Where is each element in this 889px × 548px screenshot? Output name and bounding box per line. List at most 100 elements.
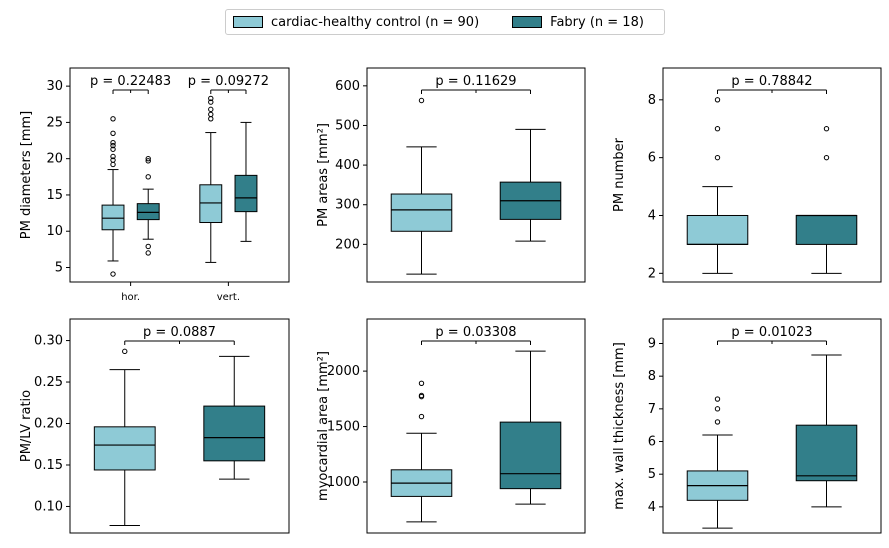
outlier-point	[110, 130, 116, 136]
box-control-1	[101, 116, 125, 277]
outlier-point	[714, 126, 721, 132]
outlier-point	[145, 250, 151, 256]
box-body	[390, 193, 453, 232]
legend-item-control: cardiac-healthy control (n = 90)	[226, 15, 479, 30]
y-tick-label: 200	[335, 237, 360, 252]
box-body	[499, 421, 562, 490]
y-tick-label: 8	[648, 93, 656, 108]
outlier-point	[823, 126, 830, 132]
y-tick-label: 0.20	[34, 417, 63, 432]
x-tick-label: vert.	[217, 292, 240, 303]
y-tick-label: 0.30	[34, 334, 63, 349]
p-value-label: p = 0.03308	[435, 325, 516, 340]
y-tick-label: 0.15	[34, 458, 63, 473]
y-tick-label: 500	[335, 118, 360, 133]
outlier-point	[110, 142, 116, 149]
axes-frame	[69, 318, 290, 534]
box-control-1	[686, 97, 749, 274]
y-tick-label: 10	[46, 224, 63, 239]
box-fabry-2	[234, 121, 258, 242]
legend-label-fabry: Fabry (n = 18)	[550, 14, 644, 30]
outlier-point	[714, 419, 721, 425]
axes-frame	[662, 318, 882, 534]
p-value-label: p = 0.0887	[143, 325, 216, 340]
outlier-point	[418, 413, 425, 420]
legend-swatch-control	[233, 16, 263, 28]
significance-bracket: p = 0.03308	[421, 325, 531, 345]
box-body	[101, 204, 125, 231]
box-fabry-1	[499, 350, 562, 505]
box-control-1	[686, 396, 749, 529]
y-tick-label: 6	[648, 151, 656, 166]
outlier-point	[714, 97, 721, 103]
significance-bracket: p = 0.78842	[717, 74, 827, 94]
y-tick-label: 7	[648, 402, 656, 417]
y-tick-label: 2	[648, 266, 656, 281]
y-tick-label: 1000	[327, 475, 360, 490]
significance-bracket: p = 0.01023	[717, 325, 827, 345]
box-control-1	[93, 348, 156, 527]
y-tick-label: 600	[335, 79, 360, 94]
outlier-point	[714, 154, 721, 161]
p-value-label: p = 0.09272	[188, 74, 269, 89]
box-control-1	[390, 380, 453, 523]
y-tick-label: 8	[648, 369, 656, 384]
x-tick-label: hor.	[121, 292, 140, 303]
y-tick-label: 0.10	[34, 499, 63, 514]
outlier-point	[110, 271, 116, 277]
outlier-point	[418, 392, 425, 399]
box-body	[795, 214, 858, 245]
y-tick-label: 400	[335, 158, 360, 173]
y-tick-label: 15	[46, 188, 63, 203]
y-tick-label: 0.25	[34, 375, 63, 390]
box-fabry-1	[795, 126, 858, 274]
y-tick-label: 2000	[327, 364, 360, 379]
outlier-point	[714, 396, 721, 402]
box-body	[136, 203, 160, 221]
box-body	[795, 424, 858, 482]
y-tick-label: 5	[648, 467, 656, 482]
y-axis-label: PM diameters [mm]	[19, 111, 34, 240]
y-tick-label: 5	[55, 260, 63, 275]
significance-bracket: p = 0.09272	[188, 74, 269, 94]
y-tick-label: 4	[648, 500, 656, 515]
outlier-point	[208, 116, 214, 122]
y-tick-label: 9	[648, 337, 656, 352]
significance-bracket: p = 0.0887	[124, 325, 235, 345]
p-value-label: p = 0.78842	[731, 74, 812, 89]
p-value-label: p = 0.11629	[435, 74, 516, 89]
outlier-point	[823, 154, 830, 161]
box-body	[203, 405, 266, 462]
y-tick-label: 300	[335, 198, 360, 213]
outlier-point	[122, 348, 128, 355]
y-tick-label: 30	[46, 79, 63, 94]
chart-panel-2: 200 300 400 500 600 PM areas [mm²] p = 0.11629	[316, 67, 586, 283]
outlier-point	[145, 243, 151, 250]
significance-bracket: p = 0.22483	[90, 74, 171, 94]
box-fabry-1	[136, 155, 160, 256]
box-fabry-1	[499, 128, 562, 242]
legend-item-fabry: Fabry (n = 18)	[505, 15, 644, 30]
box-fabry-1	[203, 355, 266, 480]
outlier-point	[110, 157, 116, 163]
outlier-point	[110, 146, 116, 152]
y-tick-label: 25	[46, 115, 63, 130]
legend-label-control: cardiac-healthy control (n = 90)	[271, 14, 480, 30]
y-tick-label: 20	[46, 152, 63, 167]
legend: cardiac-healthy control (n = 90) Fabry (…	[225, 9, 665, 35]
outlier-point	[110, 153, 116, 160]
box-body	[234, 174, 258, 213]
y-tick-label: 4	[648, 208, 656, 223]
box-body	[686, 214, 749, 245]
outlier-point	[418, 380, 425, 387]
chart-panel-1: 5 10 15 20 25 30 PM diameters [mm] hor. vert. p =…	[19, 67, 290, 303]
p-value-label: p = 0.01023	[731, 325, 812, 340]
axes-frame	[366, 67, 586, 283]
outlier-point	[110, 116, 116, 122]
axes-frame	[662, 67, 882, 283]
outlier-point	[208, 111, 214, 118]
box-body	[93, 426, 156, 471]
outlier-point	[110, 140, 116, 146]
outlier-point	[145, 158, 151, 164]
